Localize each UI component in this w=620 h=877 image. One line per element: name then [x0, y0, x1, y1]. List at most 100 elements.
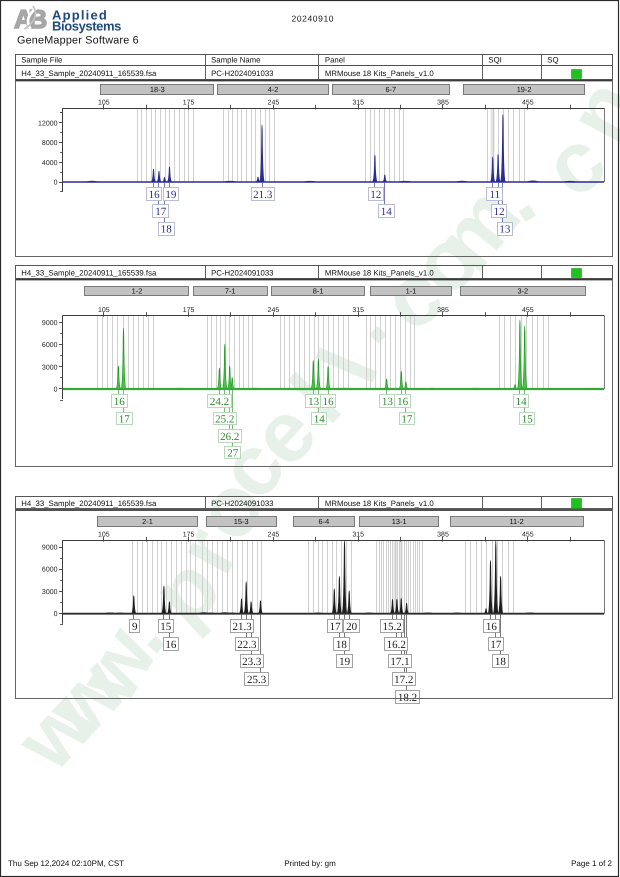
svg-text:15: 15: [522, 413, 534, 425]
svg-text:3000: 3000: [42, 589, 58, 596]
svg-text:20240910: 20240910: [292, 14, 335, 24]
svg-text:18: 18: [495, 656, 507, 668]
svg-text:3000: 3000: [42, 364, 58, 371]
svg-text:385: 385: [437, 307, 449, 314]
svg-text:26.2: 26.2: [220, 431, 239, 443]
svg-text:Panel: Panel: [325, 56, 345, 65]
svg-text:PC-H2024091033: PC-H2024091033: [211, 69, 273, 78]
svg-text:11: 11: [490, 189, 501, 201]
svg-text:16: 16: [165, 639, 177, 651]
svg-text:SQ: SQ: [547, 56, 558, 65]
svg-text:12: 12: [494, 206, 505, 218]
svg-text:315: 315: [352, 532, 364, 539]
svg-text:PC-H2024091033: PC-H2024091033: [211, 499, 273, 508]
svg-text:18: 18: [161, 224, 173, 236]
svg-text:16: 16: [397, 396, 409, 408]
svg-text:PC-H2024091033: PC-H2024091033: [211, 268, 273, 277]
svg-text:Page 1 of 2: Page 1 of 2: [571, 859, 612, 868]
svg-text:455: 455: [522, 307, 534, 314]
svg-text:24.2: 24.2: [210, 396, 229, 408]
svg-text:16: 16: [149, 189, 161, 201]
svg-text:GeneMapper Software 6: GeneMapper Software 6: [17, 35, 139, 47]
svg-text:4-2: 4-2: [268, 85, 279, 94]
svg-text:SQI: SQI: [488, 56, 501, 65]
svg-text:16.2: 16.2: [387, 639, 406, 651]
svg-text:H4_33_Sample_20240911_165539.f: H4_33_Sample_20240911_165539.fsa: [21, 268, 157, 277]
svg-text:2-1: 2-1: [142, 517, 153, 526]
svg-text:455: 455: [522, 100, 534, 107]
svg-text:17: 17: [330, 621, 342, 633]
svg-text:0: 0: [54, 387, 58, 394]
svg-text:16: 16: [323, 396, 335, 408]
svg-text:15.2: 15.2: [382, 621, 401, 633]
svg-text:175: 175: [183, 100, 195, 107]
svg-text:9000: 9000: [42, 545, 58, 552]
svg-text:105: 105: [98, 307, 110, 314]
svg-text:20: 20: [346, 621, 358, 633]
svg-text:0: 0: [54, 180, 58, 187]
svg-text:12000: 12000: [38, 120, 58, 127]
svg-text:105: 105: [98, 100, 110, 107]
svg-text:Sample Name: Sample Name: [211, 56, 260, 65]
svg-text:19-2: 19-2: [517, 85, 532, 94]
svg-text:MRMouse 18 Kits_Panels_v1.0: MRMouse 18 Kits_Panels_v1.0: [325, 499, 434, 508]
svg-text:H4_33_Sample_20240911_165539.f: H4_33_Sample_20240911_165539.fsa: [21, 499, 157, 508]
svg-text:385: 385: [437, 532, 449, 539]
svg-text:Sample File: Sample File: [21, 56, 62, 65]
svg-text:3-2: 3-2: [517, 287, 528, 296]
svg-text:19: 19: [165, 189, 177, 201]
svg-text:13-1: 13-1: [392, 517, 407, 526]
svg-text:105: 105: [98, 532, 110, 539]
svg-text:4000: 4000: [42, 160, 58, 167]
svg-text:315: 315: [352, 100, 364, 107]
svg-text:Biosystems: Biosystems: [52, 19, 121, 34]
svg-text:245: 245: [268, 307, 280, 314]
svg-text:Printed by: gm: Printed by: gm: [284, 859, 336, 868]
svg-text:14: 14: [516, 396, 528, 408]
svg-text:13: 13: [499, 224, 511, 236]
svg-text:16: 16: [486, 621, 498, 633]
svg-text:9: 9: [132, 621, 138, 633]
svg-text:17: 17: [401, 413, 413, 425]
svg-text:315: 315: [352, 307, 364, 314]
svg-text:MRMouse 18 Kits_Panels_v1.0: MRMouse 18 Kits_Panels_v1.0: [325, 268, 434, 277]
svg-text:11-2: 11-2: [509, 517, 523, 526]
svg-text:385: 385: [437, 100, 449, 107]
svg-text:6000: 6000: [42, 567, 58, 574]
svg-text:16: 16: [114, 396, 126, 408]
svg-text:245: 245: [268, 100, 280, 107]
svg-text:13: 13: [382, 396, 394, 408]
svg-text:18: 18: [336, 639, 348, 651]
svg-text:175: 175: [183, 532, 195, 539]
svg-text:9000: 9000: [42, 320, 58, 327]
svg-text:25.2: 25.2: [215, 413, 234, 425]
svg-text:H4_33_Sample_20240911_165539.f: H4_33_Sample_20240911_165539.fsa: [21, 69, 157, 78]
svg-text:19: 19: [339, 656, 351, 668]
svg-text:0: 0: [54, 611, 58, 618]
svg-text:Thu Sep 12,2024 02:10PM, CST: Thu Sep 12,2024 02:10PM, CST: [8, 859, 124, 868]
svg-text:7-1: 7-1: [225, 287, 236, 296]
svg-text:17.2: 17.2: [394, 674, 413, 686]
svg-text:25.3: 25.3: [247, 674, 267, 686]
svg-text:17.1: 17.1: [390, 656, 409, 668]
svg-text:6-4: 6-4: [319, 517, 330, 526]
svg-text:8000: 8000: [42, 140, 58, 147]
svg-text:15-3: 15-3: [234, 517, 249, 526]
svg-text:8-1: 8-1: [313, 287, 324, 296]
svg-text:175: 175: [183, 307, 195, 314]
svg-text:Applied: Applied: [52, 8, 108, 23]
svg-text:17: 17: [490, 639, 502, 651]
svg-text:17: 17: [119, 413, 131, 425]
svg-text:14: 14: [314, 413, 326, 425]
svg-text:14: 14: [381, 206, 393, 218]
svg-text:1-2: 1-2: [132, 287, 143, 296]
svg-text:18-3: 18-3: [150, 85, 165, 94]
svg-text:27: 27: [227, 447, 239, 459]
svg-text:12: 12: [370, 189, 381, 201]
svg-text:13: 13: [308, 396, 320, 408]
svg-text:1-1: 1-1: [406, 287, 417, 296]
svg-text:23.3: 23.3: [242, 656, 262, 668]
svg-text:6000: 6000: [42, 342, 58, 349]
svg-text:17: 17: [155, 206, 167, 218]
svg-text:MRMouse 18 Kits_Panels_v1.0: MRMouse 18 Kits_Panels_v1.0: [325, 69, 434, 78]
